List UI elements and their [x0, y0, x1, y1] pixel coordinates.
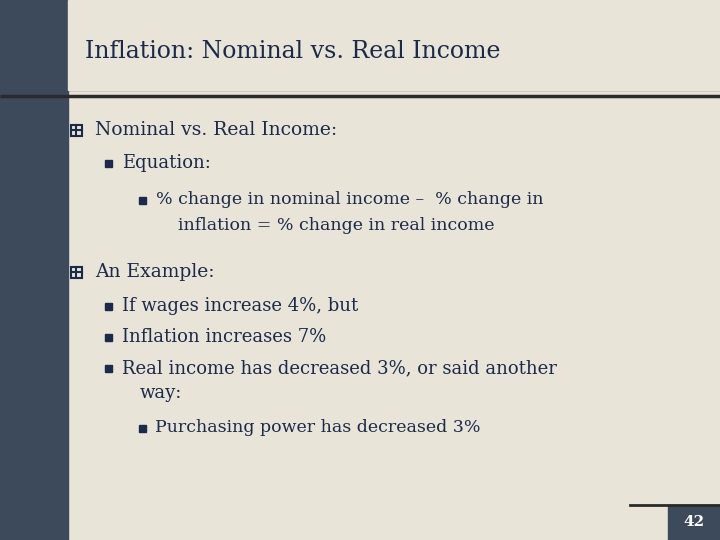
Bar [68, 0, 720, 90]
Text: Purchasing power has decreased 3%: Purchasing power has decreased 3% [155, 420, 480, 436]
Text: Inflation: Nominal vs. Real Income: Inflation: Nominal vs. Real Income [85, 40, 500, 64]
Text: Real income has decreased 3%, or said another: Real income has decreased 3%, or said an… [122, 359, 557, 377]
Bar [138, 424, 145, 431]
Bar [104, 302, 112, 309]
Text: Nominal vs. Real Income:: Nominal vs. Real Income: [95, 121, 337, 139]
Bar [104, 364, 112, 372]
Bar [0, 0, 68, 540]
Text: Inflation increases 7%: Inflation increases 7% [122, 328, 326, 346]
Text: way:: way: [140, 384, 182, 402]
Bar [138, 197, 145, 204]
Text: If wages increase 4%, but: If wages increase 4%, but [122, 297, 359, 315]
Bar [68, 0, 720, 90]
Bar [668, 505, 720, 540]
Bar [71, 267, 81, 278]
Text: Equation:: Equation: [122, 154, 211, 172]
Text: An Example:: An Example: [95, 263, 215, 281]
Bar [71, 125, 81, 136]
Text: 42: 42 [683, 515, 705, 529]
Text: inflation = % change in real income: inflation = % change in real income [178, 217, 495, 233]
Bar [104, 159, 112, 166]
Bar [104, 334, 112, 341]
Text: % change in nominal income –  % change in: % change in nominal income – % change in [156, 192, 544, 208]
